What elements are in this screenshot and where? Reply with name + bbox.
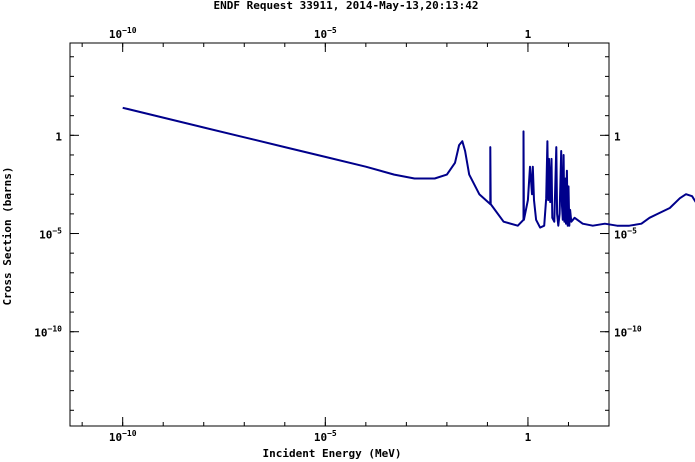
y-tick-label-right: 10−10 [614,325,642,340]
plot-frame [69,42,610,427]
x-tick-label-top: 10−10 [109,26,137,41]
cross-section-series-line [122,106,695,229]
x-tick-label-top: 1 [525,28,532,41]
x-tick-label-top: 10−5 [314,26,337,41]
y-tick-label: 1 [55,130,62,143]
y-tick-label: 10−5 [39,227,62,242]
x-axis-label: Incident Energy (MeV) [262,447,401,460]
y-tick-label: 10−10 [34,325,62,340]
y-tick-label-right: 1 [614,130,621,143]
major-tick-marks [70,43,609,426]
y-tick-label-right: 10−5 [614,227,637,242]
x-tick-label: 1 [525,431,532,444]
y-axis-label: Cross Section (barns) [1,166,14,305]
chart-title: ENDF Request 33911, 2014-May-13,20:13:42 [214,0,479,12]
tick-labels: 10−10 10−10 10−5 10−5 1 1 1 1 10−5 10−5 10−10 10−10 [34,26,642,444]
minor-tick-marks [70,43,610,426]
x-tick-label: 10−10 [109,429,137,444]
x-tick-label: 10−5 [314,429,337,444]
